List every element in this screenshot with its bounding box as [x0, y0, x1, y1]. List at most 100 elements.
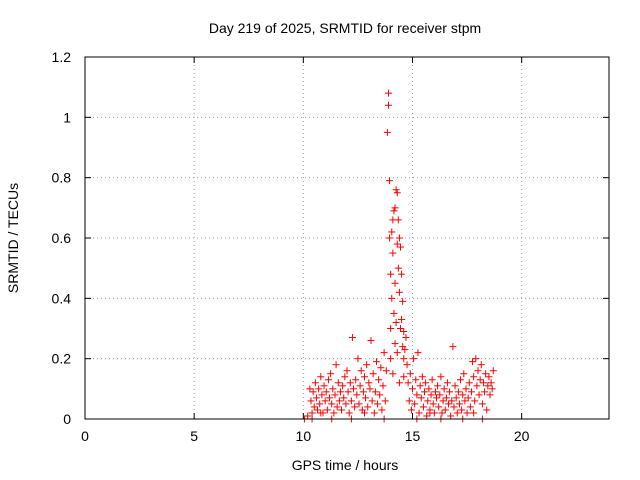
data-point: [357, 367, 365, 375]
data-point: [353, 391, 361, 399]
data-point: [459, 391, 467, 399]
y-axis-label: SRMTID / TECUs: [5, 183, 21, 293]
x-tick-label: 20: [514, 428, 530, 444]
data-point: [311, 379, 319, 387]
data-point: [363, 361, 371, 369]
data-point: [402, 334, 410, 342]
data-point: [382, 367, 390, 375]
data-point: [425, 385, 433, 393]
data-point: [464, 394, 472, 402]
data-point: [330, 409, 338, 417]
data-point: [436, 391, 444, 399]
data-point: [309, 388, 317, 396]
data-point: [400, 355, 408, 363]
data-point: [447, 412, 455, 420]
data-point: [486, 391, 494, 399]
data-point: [359, 388, 367, 396]
data-point: [449, 343, 457, 351]
data-point: [321, 397, 329, 405]
data-point: [437, 373, 445, 381]
data-point: [431, 388, 439, 396]
data-point: [435, 403, 443, 411]
data-point: [391, 204, 399, 212]
data-point: [416, 382, 424, 390]
data-point: [474, 367, 482, 375]
data-point: [400, 373, 408, 381]
data-point: [365, 379, 373, 387]
data-point: [483, 406, 491, 414]
data-point: [394, 216, 402, 224]
data-point: [446, 388, 454, 396]
data-point: [339, 382, 347, 390]
data-point: [398, 270, 406, 278]
data-point: [306, 385, 314, 393]
data-point: [470, 409, 478, 417]
data-point: [386, 234, 394, 242]
data-point: [364, 403, 372, 411]
data-point: [440, 385, 448, 393]
data-point: [318, 391, 326, 399]
data-point: [489, 367, 497, 375]
data-point: [391, 340, 399, 348]
data-point: [434, 382, 442, 390]
data-point: [438, 409, 446, 417]
data-point: [462, 385, 470, 393]
data-point: [414, 349, 422, 357]
data-point: [367, 337, 375, 345]
data-point: [366, 385, 374, 393]
data-point: [350, 385, 358, 393]
data-point: [372, 358, 380, 366]
data-point: [396, 325, 404, 332]
data-point: [478, 400, 486, 408]
data-point: [387, 270, 395, 278]
data-point: [481, 388, 489, 396]
data-point: [409, 385, 416, 393]
data-point: [336, 388, 344, 396]
data-point: [384, 89, 392, 97]
data-point: [485, 373, 493, 381]
y-tick-label: 0.4: [52, 290, 72, 306]
data-point: [345, 409, 353, 417]
data-point: [323, 406, 331, 414]
data-point: [413, 391, 421, 399]
data-point: [453, 409, 461, 417]
data-point: [428, 376, 436, 384]
data-point: [316, 400, 324, 408]
data-point: [415, 409, 423, 417]
data-point: [457, 376, 465, 384]
data-point: [433, 394, 441, 402]
data-point: [441, 406, 449, 414]
data-point: [429, 400, 437, 408]
data-point: [391, 279, 399, 287]
data-point: [324, 376, 332, 384]
data-point: [386, 177, 394, 185]
data-point: [452, 394, 460, 402]
data-point: [421, 388, 429, 396]
data-point: [423, 412, 431, 420]
y-tick-label: 0.6: [52, 230, 72, 246]
data-point: [320, 382, 328, 390]
data-point: [439, 397, 447, 405]
data-point: [356, 382, 364, 390]
data-point: [467, 388, 475, 396]
data-point: [388, 228, 396, 236]
data-point: [390, 309, 398, 317]
x-tick-label: 5: [190, 428, 198, 444]
data-point: [317, 409, 325, 417]
x-tick-label: 10: [296, 428, 312, 444]
data-point: [322, 388, 330, 396]
data-point: [488, 385, 496, 393]
data-point: [377, 364, 385, 372]
data-point: [392, 186, 400, 194]
data-point: [390, 207, 398, 215]
data-point: [354, 355, 362, 363]
data-point: [369, 370, 377, 378]
data-point: [404, 379, 412, 387]
data-point: [383, 128, 391, 136]
plot-frame: [84, 56, 610, 420]
data-point: [410, 355, 418, 363]
data-point: [395, 234, 403, 242]
data-point: [338, 406, 346, 414]
data-point: [375, 376, 383, 384]
data-point: [477, 361, 485, 369]
